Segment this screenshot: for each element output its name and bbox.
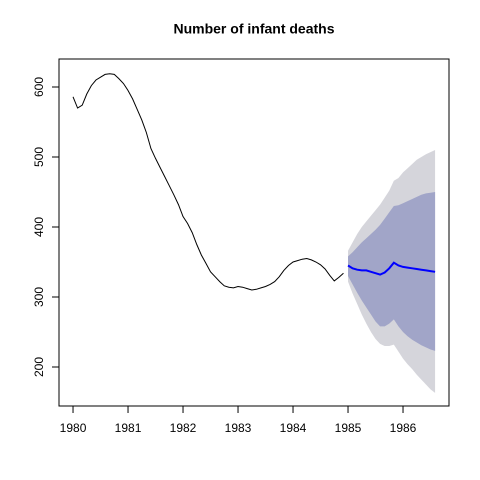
x-tick-label: 1980	[60, 421, 87, 435]
x-tick-label: 1985	[335, 421, 362, 435]
x-tick-label: 1986	[390, 421, 417, 435]
chart-title: Number of infant deaths	[173, 21, 334, 37]
y-tick-label: 500	[32, 147, 46, 167]
prediction-band	[348, 192, 436, 351]
y-tick-label: 600	[32, 77, 46, 97]
x-tick-label: 1983	[225, 421, 252, 435]
x-tick-label: 1984	[280, 421, 307, 435]
x-tick-label: 1981	[115, 421, 142, 435]
y-tick-label: 200	[32, 357, 46, 377]
y-tick-label: 300	[32, 287, 46, 307]
y-tick-label: 400	[32, 217, 46, 237]
x-tick-label: 1982	[170, 421, 197, 435]
series-line	[72, 73, 344, 291]
series-line	[347, 261, 436, 276]
